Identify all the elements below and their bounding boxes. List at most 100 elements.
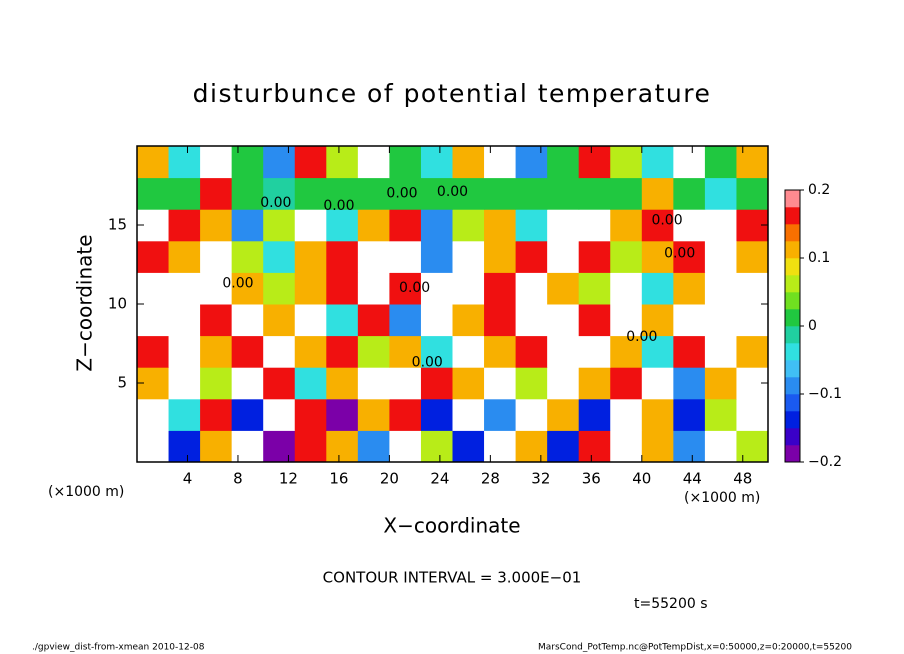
time-note: t=55200 s	[634, 596, 708, 612]
heat-cell	[168, 177, 201, 210]
heat-cell	[357, 304, 390, 337]
heat-cell	[610, 177, 643, 210]
colorbar-cell	[785, 411, 800, 429]
heat-cell	[137, 398, 170, 431]
heat-cell	[484, 272, 517, 305]
heat-cell	[515, 430, 548, 463]
heat-cell	[578, 209, 611, 242]
x-tick-label: 8	[233, 470, 243, 488]
heat-cell	[515, 335, 548, 368]
contour-label: 0.00	[412, 354, 443, 370]
heat-cell	[168, 430, 201, 463]
heat-cell	[294, 367, 327, 400]
footer-left: ./gpview_dist-from-xmean 2010-12-08	[32, 643, 205, 653]
heat-cell	[137, 272, 170, 305]
heat-cell	[326, 335, 359, 368]
heat-cell	[452, 304, 485, 337]
heat-cell	[547, 398, 580, 431]
contour-label: 0.00	[651, 212, 682, 228]
heat-cell	[263, 146, 296, 179]
heat-cell	[704, 304, 737, 337]
heat-cell	[704, 430, 737, 463]
x-tick-label: 12	[279, 470, 298, 488]
heat-cell	[578, 304, 611, 337]
heat-cell	[578, 367, 611, 400]
heat-cell	[547, 367, 580, 400]
heat-cell	[231, 272, 264, 305]
heat-cell	[704, 367, 737, 400]
heat-cell	[452, 146, 485, 179]
colorbar-cell	[785, 275, 800, 293]
heat-cell	[420, 335, 453, 368]
heat-cell	[515, 240, 548, 273]
heat-cell	[578, 240, 611, 273]
heat-cell	[231, 335, 264, 368]
x-tick-label: 16	[329, 470, 348, 488]
heat-cell	[357, 272, 390, 305]
heat-cell	[168, 272, 201, 305]
colorbar-tick-label: 0.2	[808, 182, 830, 198]
colorbar-tick-label: −0.1	[808, 386, 842, 402]
colorbar-cell	[785, 377, 800, 395]
heat-cell	[578, 146, 611, 179]
heat-cell	[137, 240, 170, 273]
colorbar-cell	[785, 326, 800, 344]
heat-cell	[452, 177, 485, 210]
heat-cell	[294, 209, 327, 242]
heat-cell	[326, 240, 359, 273]
heat-cell	[420, 240, 453, 273]
colorbar-cell	[785, 292, 800, 310]
heat-cell	[673, 272, 706, 305]
heat-cell	[736, 335, 769, 368]
heat-cell	[484, 398, 517, 431]
heat-cell	[294, 146, 327, 179]
heat-cell	[673, 240, 706, 273]
heat-cell	[578, 272, 611, 305]
heat-cell	[200, 335, 233, 368]
heat-cell	[389, 240, 422, 273]
heat-cell	[515, 209, 548, 242]
heat-cell	[484, 335, 517, 368]
heat-cell	[357, 430, 390, 463]
heat-cell	[137, 304, 170, 337]
heat-cell	[673, 304, 706, 337]
colorbar-cell	[785, 343, 800, 361]
heat-cell	[263, 240, 296, 273]
heat-cell	[231, 430, 264, 463]
heat-cell	[547, 177, 580, 210]
heat-cell	[641, 177, 674, 210]
heat-cell	[673, 367, 706, 400]
heat-cell	[420, 146, 453, 179]
heat-cell	[673, 398, 706, 431]
heat-cell	[326, 430, 359, 463]
contour-label: 0.00	[260, 195, 291, 211]
y-unit: (×1000 m)	[48, 484, 124, 500]
heat-cell	[389, 430, 422, 463]
heat-cell	[168, 146, 201, 179]
heat-cell	[357, 146, 390, 179]
heat-cell	[610, 398, 643, 431]
heat-cell	[263, 335, 296, 368]
colorbar-tick-label: −0.2	[808, 454, 842, 470]
x-tick-label: 40	[632, 470, 651, 488]
heat-cell	[610, 335, 643, 368]
heat-cell	[547, 146, 580, 179]
heat-cell	[389, 367, 422, 400]
heat-cell	[200, 240, 233, 273]
heat-cell	[168, 209, 201, 242]
heat-cell	[736, 304, 769, 337]
heat-cell	[137, 177, 170, 210]
heat-cell	[515, 367, 548, 400]
heat-cell	[578, 398, 611, 431]
heat-cell	[641, 398, 674, 431]
heat-cell	[610, 272, 643, 305]
heat-cell	[294, 335, 327, 368]
heat-cell	[704, 240, 737, 273]
heat-cell	[357, 367, 390, 400]
heat-cell	[452, 335, 485, 368]
heat-cell	[736, 430, 769, 463]
colorbar-cell	[785, 360, 800, 378]
heat-cell	[231, 398, 264, 431]
heat-cell	[294, 398, 327, 431]
heat-cell	[641, 146, 674, 179]
